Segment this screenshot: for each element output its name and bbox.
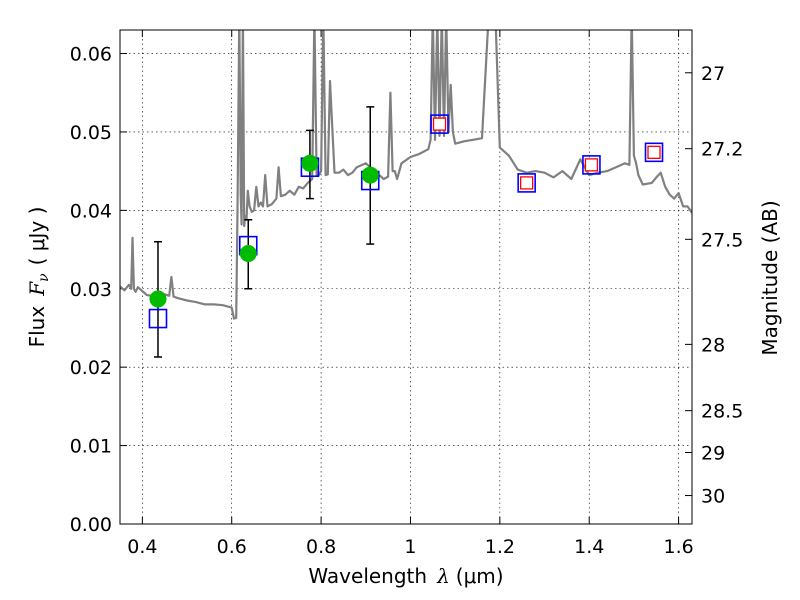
x-tick-label: 0.8 [306, 536, 336, 558]
y2-tick-label: 27.5 [701, 229, 743, 251]
observed-point [239, 244, 257, 262]
observed-point [149, 290, 167, 308]
model-box [644, 142, 664, 163]
x-tick-label: 0.6 [217, 536, 247, 558]
plot-area [120, 30, 692, 524]
predicted-point [432, 117, 447, 131]
y2-tick-label: 30 [701, 486, 725, 508]
y-tick-label: 0.06 [70, 44, 112, 66]
x-axis-label: Wavelength λ (μm) [308, 564, 503, 588]
y2-tick-label: 28.5 [701, 401, 743, 423]
y-tick-label: 0.05 [70, 122, 112, 144]
y2-tick-label: 28 [701, 334, 725, 356]
y-tick-label: 0.00 [70, 514, 112, 536]
x-tick-label: 1.4 [574, 536, 604, 558]
model-box [582, 155, 601, 175]
y2-tick-label: 27 [701, 63, 725, 85]
ticks [120, 30, 692, 525]
x-tick-label: 1.2 [485, 536, 515, 558]
y-axis-label: FluxFν( μJy ) [25, 207, 52, 348]
x-tick-label: 1.6 [663, 536, 693, 558]
observed-points [149, 154, 379, 308]
plot-frame [119, 29, 693, 525]
y-tick-label: 0.02 [70, 357, 112, 379]
y2-tick-label: 27.2 [701, 139, 743, 161]
y2-tick-label: 29 [701, 442, 725, 464]
tick-labels: 0.4 0.6 0.8 1 1.2 1.4 1.6 0.00 0.01 0.02 0.03 0.04 0… [70, 44, 744, 558]
predicted-points [432, 117, 661, 190]
predicted-point [647, 145, 661, 159]
y-tick-label: 0.01 [70, 436, 112, 458]
model-box [148, 308, 168, 329]
x-tick-label: 1 [404, 536, 416, 558]
observed-point [301, 154, 319, 172]
predicted-point [520, 176, 534, 190]
y-tick-label: 0.04 [70, 200, 112, 222]
model-box [430, 114, 449, 134]
predicted-point [584, 158, 599, 172]
model-spectrum-line [120, 30, 692, 320]
y2-axis-label: Magnitude (AB) [758, 200, 782, 355]
y-tick-label: 0.03 [70, 279, 112, 301]
x-tick-label: 0.4 [127, 536, 157, 558]
model-box [517, 173, 536, 193]
observed-point [361, 166, 379, 184]
